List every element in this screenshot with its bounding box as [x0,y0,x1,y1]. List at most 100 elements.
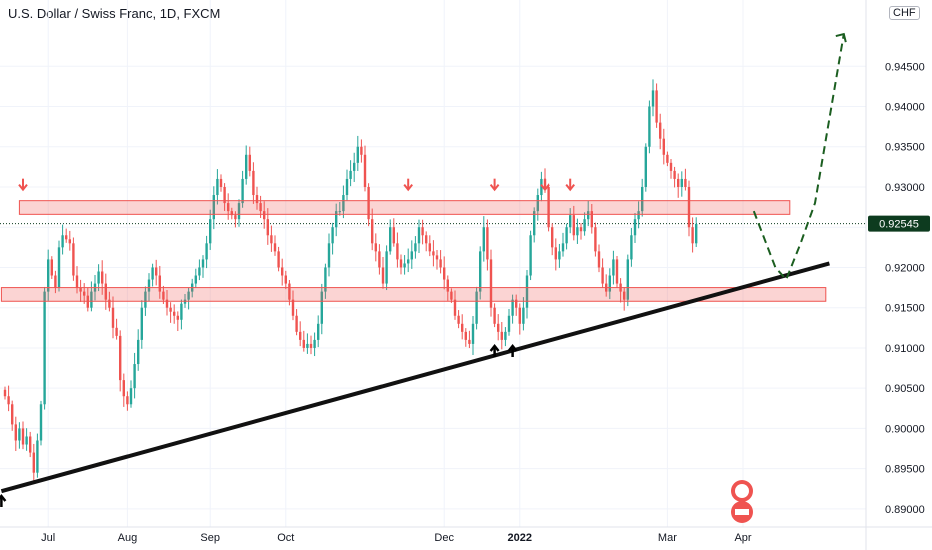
candle-body [144,291,147,308]
candle [356,135,359,171]
candle [25,428,28,451]
candle [623,287,626,311]
candle-body [489,259,493,308]
candle-body [119,335,122,381]
candle-body [500,331,503,340]
candle-body [540,178,543,196]
candle [39,400,43,446]
candle-body [360,146,363,155]
candle-body [691,227,694,244]
candle-body [687,186,691,228]
candle [439,250,442,274]
candle-body [252,170,255,196]
candle [176,311,179,332]
candle [169,302,172,323]
candle-body [173,311,176,316]
candle [79,279,82,303]
candle [684,168,687,191]
candle-body [504,331,507,340]
candle [389,219,392,255]
candle-body [133,364,136,389]
candle-body [338,211,341,213]
candle [342,185,345,219]
candle [626,254,629,307]
candle-body [457,315,460,324]
candle [392,218,395,247]
candle [695,217,698,247]
candle [345,169,349,201]
candle [11,400,14,431]
candle-body [216,178,219,196]
candle [576,218,579,244]
candle [374,233,377,262]
candle [597,244,601,273]
candle-body [669,162,673,171]
y-tick-label: 0.89500 [885,464,925,476]
candle-body [612,259,615,276]
candle [655,83,658,128]
candle-body [47,259,50,292]
candle-body [655,90,658,123]
candle [453,290,457,320]
candle [209,209,212,250]
candle-body [11,404,14,425]
candle-body [576,227,579,236]
candle [18,422,21,449]
y-tick-label: 0.94500 [885,61,925,73]
candle-body [673,170,676,179]
candle-body [90,291,93,308]
candle-body [299,331,302,340]
candle [140,300,143,349]
candle-body [266,219,269,236]
candle [659,113,662,150]
candle-body [263,211,266,220]
candle-body [587,211,590,220]
candle [180,299,183,330]
candle-body [212,195,215,220]
tradingview-logo [731,480,753,523]
candle-body [122,380,125,397]
candle-body [65,235,68,240]
last-price-label: 0.92545 [879,219,919,231]
candle [482,216,485,262]
candle-body [97,271,100,284]
projection-arrowhead [835,32,847,43]
candle-body [284,275,287,284]
x-tick-label: Apr [734,532,751,544]
candle [630,228,633,267]
candle [644,143,647,192]
candle [554,238,557,271]
candle-body [443,267,446,280]
candle [518,303,521,335]
candle [615,256,619,289]
candle [14,416,17,452]
candle-body [626,259,629,300]
candle [255,186,259,210]
candle [443,256,446,290]
candle-body [36,440,39,473]
candle-body [403,263,406,268]
candle [561,232,565,257]
candle [21,421,25,450]
candle-body [345,178,349,196]
currency-badge[interactable]: CHF [889,6,920,20]
candle-body [327,243,331,268]
candle [507,308,511,336]
y-tick-label: 0.94000 [885,102,925,114]
candle-body [317,323,320,340]
candle-body [479,251,482,292]
candle [461,314,464,340]
candle [201,255,205,278]
candle [317,315,320,348]
candle [187,287,190,310]
candle [612,250,615,285]
candle-body [198,267,201,276]
candle-body [176,315,179,320]
candle-body [277,251,280,268]
candle-body [101,271,104,284]
candle-body [147,279,151,292]
candle [468,330,471,349]
down-arrow-marker [403,178,413,192]
candle-body [75,275,79,288]
